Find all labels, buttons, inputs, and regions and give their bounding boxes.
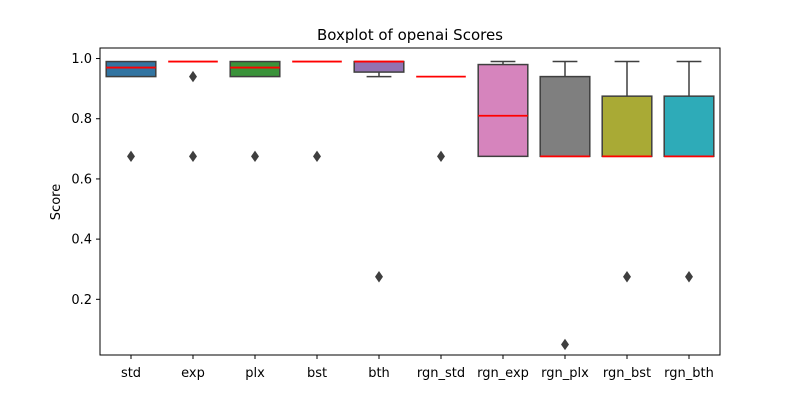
outlier-point — [189, 70, 197, 83]
box-rgn_plx — [539, 75, 591, 158]
outlier-point — [561, 338, 569, 351]
outlier-point — [623, 271, 631, 283]
x-tick-label: rgn_plx — [541, 366, 589, 381]
x-tick-label: rgn_bst — [603, 366, 651, 381]
plot-area: 0.2 0.4 0.6 0.8 1.0 std exp plx bst bth rgn_std rgn… — [71, 52, 715, 381]
box-rgn_exp — [477, 63, 529, 158]
outlier-point — [313, 150, 321, 163]
x-tick-label: bth — [368, 366, 390, 381]
box-bth — [353, 60, 405, 73]
x-tick-label: exp — [181, 366, 205, 381]
box-plx — [229, 60, 281, 78]
x-tick-label: rgn_std — [417, 366, 465, 381]
y-tick-label: 0.8 — [71, 112, 92, 127]
outlier-point — [189, 150, 197, 163]
outlier-point — [437, 150, 445, 163]
chart-title: Boxplot of openai Scores — [317, 26, 503, 44]
x-tick-label: plx — [245, 366, 265, 381]
outlier-point — [375, 271, 383, 283]
x-tick-label: rgn_exp — [477, 366, 529, 381]
y-tick-label: 0.2 — [71, 293, 92, 308]
outlier-point — [251, 150, 259, 163]
outlier-point — [127, 150, 135, 163]
x-tick-label: std — [121, 366, 141, 381]
box-rgn_bth — [663, 95, 715, 158]
y-tick-label: 0.4 — [71, 233, 92, 248]
box-rgn_bst — [601, 95, 653, 158]
box-std — [105, 60, 157, 78]
x-tick-label: rgn_bth — [664, 366, 714, 381]
y-axis-label: Score — [49, 184, 64, 220]
outlier-point — [685, 271, 693, 283]
y-tick-label: 1.0 — [71, 52, 92, 67]
x-tick-label: bst — [307, 366, 327, 381]
plot-frame — [99, 47, 721, 356]
y-tick-label: 0.6 — [71, 172, 92, 187]
